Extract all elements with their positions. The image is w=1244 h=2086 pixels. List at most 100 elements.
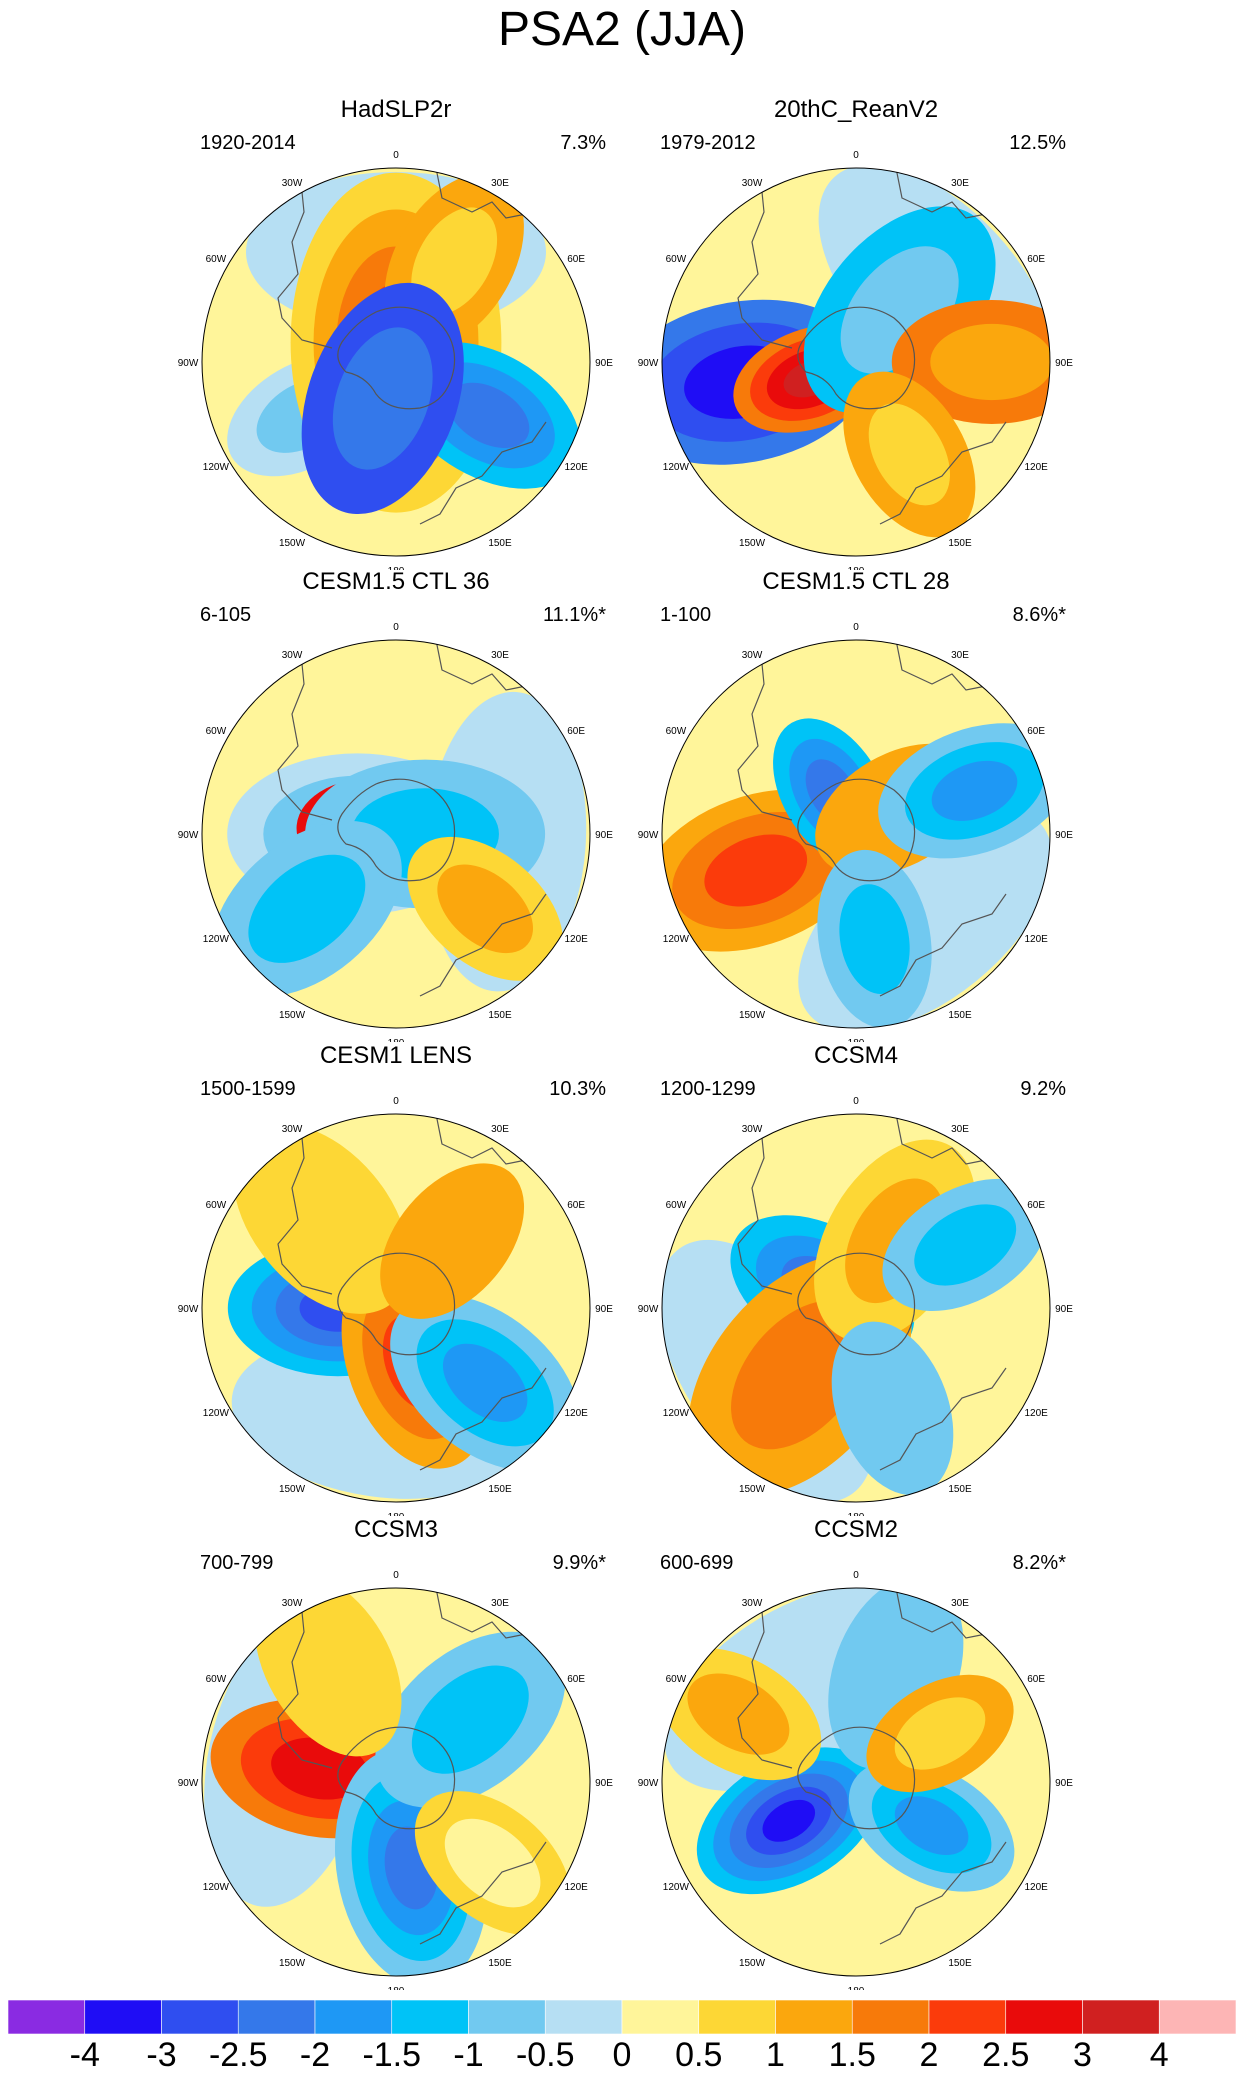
colorbar-label: 0.5 (675, 2036, 723, 2074)
anomaly-contour (444, 1818, 541, 1908)
coastline (737, 1117, 793, 1295)
map-border (201, 1587, 591, 1977)
coastline (277, 1117, 333, 1295)
longitude-label: 30E (951, 1598, 969, 1609)
longitude-label: 120E (1024, 1882, 1048, 1893)
longitude-label: 30W (282, 178, 303, 189)
longitude-label: 90E (1055, 1304, 1073, 1315)
longitude-label: 180 (388, 1512, 405, 1516)
colorbar-label: 0 (612, 2036, 632, 2074)
longitude-label: 150E (948, 1958, 972, 1969)
longitude-label: 120E (564, 1882, 588, 1893)
panel-title: CCSM2 (813, 1516, 898, 1543)
coastline (435, 1588, 527, 1639)
coastline (337, 306, 456, 410)
colorbar-swatch (8, 2000, 86, 2034)
panel-title: CESM1.5 CTL 36 (302, 568, 490, 595)
anomaly-contour (894, 1697, 986, 1770)
longitude-label: 90W (638, 830, 659, 841)
polar-map: 0 30E 60E 90E 120E 150E 180 150W 120W 90W 60W 30W (178, 622, 614, 1042)
longitude-label: 60W (206, 1200, 227, 1211)
longitude-label: 30W (742, 1124, 763, 1135)
longitude-label: 180 (848, 1512, 865, 1516)
period-label: 1200-1299 (660, 1078, 756, 1100)
colorbar-swatch (775, 2000, 853, 2034)
longitude-label: 0 (853, 1570, 859, 1581)
variance-percent: 12.5% (1009, 132, 1066, 154)
map-border (661, 167, 1051, 557)
map-border (661, 1587, 1051, 1977)
longitude-label: 60W (206, 1674, 227, 1685)
colorbar-label: -3 (146, 2036, 177, 2074)
longitude-label: 120W (203, 934, 230, 945)
longitude-label: 150W (739, 1010, 766, 1021)
longitude-label: 180 (848, 566, 865, 570)
coastline (879, 1841, 1007, 1945)
coastline (879, 421, 1007, 525)
polar-map: 0 30E 60E 90E 120E 150E 180 150W 120W 90W 60W 30W (178, 1570, 614, 1990)
coastline (419, 421, 547, 525)
coastline (797, 306, 916, 410)
coastline (879, 1367, 1007, 1471)
longitude-label: 60W (666, 1674, 687, 1685)
colorbar-swatch (161, 2000, 239, 2034)
longitude-label: 30W (282, 1124, 303, 1135)
longitude-label: 180 (388, 1986, 405, 1990)
longitude-label: 30W (742, 178, 763, 189)
map-border (661, 1113, 1051, 1503)
longitude-label: 120E (564, 1408, 588, 1419)
longitude-label: 90W (178, 358, 199, 369)
map-panel: CESM1.5 CTL 36 6-105 11.1%* 0 30E 60E 90E 120E 1… (116, 568, 676, 1042)
longitude-label: 0 (853, 1096, 859, 1107)
map-border (201, 639, 591, 1029)
colorbar-swatch (391, 2000, 469, 2034)
longitude-label: 120W (663, 934, 690, 945)
longitude-label: 150E (488, 538, 512, 549)
longitude-label: 0 (393, 150, 399, 161)
panel-title: HadSLP2r (340, 96, 452, 123)
longitude-label: 90W (638, 1304, 659, 1315)
coastline (737, 1591, 793, 1769)
colorbar-swatch (314, 2000, 393, 2034)
longitude-label: 150W (279, 538, 306, 549)
period-label: 1920-2014 (200, 132, 296, 154)
anomaly-contour (447, 382, 530, 448)
map-panel: CESM1.5 CTL 28 1-100 8.6%* 0 30E 60E 90E 120E 15… (576, 568, 1136, 1042)
colorbar-label: 4 (1149, 2036, 1169, 2074)
longitude-label: 30E (951, 1124, 969, 1135)
anomaly-contour (411, 207, 498, 315)
anomaly-contour (839, 884, 910, 994)
longitude-label: 60W (206, 254, 227, 265)
coastline (277, 1591, 333, 1769)
longitude-label: 120E (564, 462, 588, 473)
colorbar-label: 1.5 (828, 2036, 876, 2074)
period-label: 600-699 (660, 1552, 734, 1574)
variance-percent: 10.3% (549, 1078, 606, 1100)
coastline (737, 643, 793, 821)
longitude-label: 30W (742, 1598, 763, 1609)
colorbar-swatch (621, 2000, 700, 2034)
anomaly-contour (704, 834, 808, 907)
variance-percent: 9.9%* (552, 1552, 606, 1574)
polar-map: 0 30E 60E 90E 120E 150E 180 150W 120W 90W 60W 30W (178, 150, 614, 570)
colorbar-label: 2 (919, 2036, 939, 2074)
anomaly-contour (931, 760, 1018, 821)
longitude-label: 120E (564, 934, 588, 945)
colorbar (8, 2000, 1236, 2034)
anomaly-contour (332, 327, 433, 470)
longitude-label: 60E (567, 1674, 585, 1685)
anomaly-contour (233, 1123, 410, 1314)
colorbar-label: -2.5 (208, 2036, 268, 2074)
longitude-label: 60E (567, 1200, 585, 1211)
longitude-label: 30E (951, 178, 969, 189)
coastline (419, 893, 547, 997)
longitude-label: 150E (948, 1010, 972, 1021)
map-border (661, 639, 1051, 1029)
colorbar-swatch (237, 2000, 316, 2034)
longitude-label: 60E (1027, 254, 1045, 265)
coastline (895, 168, 987, 219)
longitude-label: 90E (1055, 830, 1073, 841)
map-border (201, 1113, 591, 1503)
coastline (895, 1114, 987, 1165)
longitude-label: 150W (279, 1484, 306, 1495)
